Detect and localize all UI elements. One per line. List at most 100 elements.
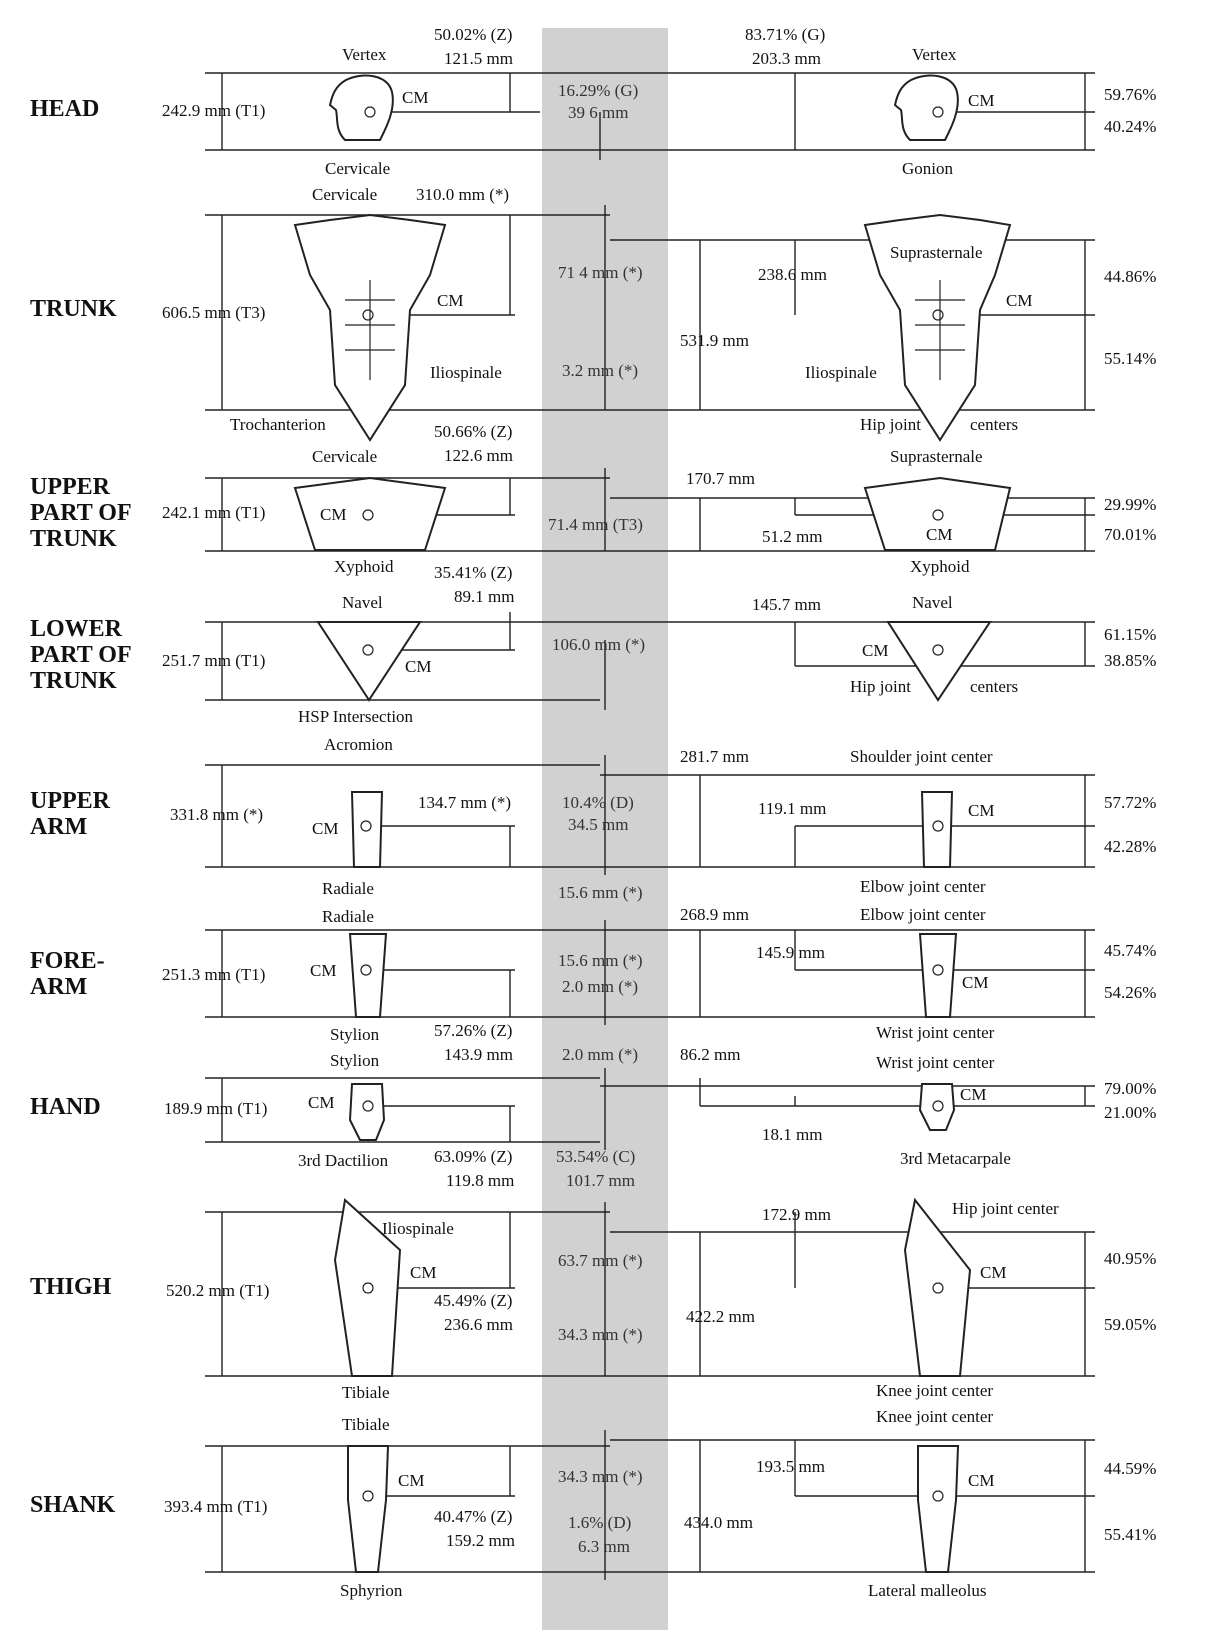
right-top-landmark: Knee joint center xyxy=(876,1407,993,1426)
right-top-landmark: Suprasternale xyxy=(890,243,983,262)
left-cm-len: 310.0 mm (*) xyxy=(416,185,509,204)
left-top-landmark: Cervicale xyxy=(312,447,377,466)
left-top-landmark: Cervicale xyxy=(312,185,377,204)
left-top-landmark: Acromion xyxy=(324,735,393,754)
left-cm-mm: 236.6 mm xyxy=(444,1315,513,1334)
left-cm-mm: 159.2 mm xyxy=(446,1531,515,1550)
left-bottom-landmark: HSP Intersection xyxy=(298,707,414,726)
right-bottom-landmark: Hip joint xyxy=(850,677,911,696)
segment-label: LOWER xyxy=(30,616,123,642)
right-top-landmark: Vertex xyxy=(912,45,957,64)
left-cm: CM xyxy=(320,505,346,524)
right-cm: CM xyxy=(968,1471,994,1490)
left-bottom-landmark: Cervicale xyxy=(325,159,390,178)
center-value: 53.54% (C) xyxy=(556,1147,635,1166)
segment-lower-trunk: LOWER PART OF TRUNK Navel HSP Intersecti… xyxy=(30,563,1156,726)
center-value: 2.0 mm (*) xyxy=(562,1045,638,1064)
right-cm: CM xyxy=(968,801,994,820)
left-length: 520.2 mm (T1) xyxy=(166,1281,269,1300)
right-pct-bottom: 59.05% xyxy=(1104,1315,1156,1334)
segment-trunk: TRUNK Cervicale Trochanterion Iliospinal… xyxy=(30,185,1156,442)
left-bottom-landmark: Radiale xyxy=(322,879,374,898)
center-value: 15.6 mm (*) xyxy=(558,951,643,970)
right-cm-len: 238.6 mm xyxy=(758,265,827,284)
right-cm-len: 18.1 mm xyxy=(762,1125,822,1144)
left-top-landmark: Navel xyxy=(342,593,383,612)
right-top-landmark: Shoulder joint center xyxy=(850,747,993,766)
right-pct-bottom: 54.26% xyxy=(1104,983,1156,1002)
right-bottom-landmark-2: centers xyxy=(970,677,1018,696)
right-top-landmark: Wrist joint center xyxy=(876,1053,995,1072)
right-pct-bottom: 55.41% xyxy=(1104,1525,1156,1544)
right-cm: CM xyxy=(960,1085,986,1104)
center-value: 34.3 mm (*) xyxy=(558,1467,643,1486)
right-length: 422.2 mm xyxy=(686,1307,755,1326)
right-bottom-landmark: Wrist joint center xyxy=(876,1023,995,1042)
segment-label: ARM xyxy=(30,974,87,1000)
right-cm-len: 145.7 mm xyxy=(752,595,821,614)
segment-head: HEAD Vertex Cervicale 242.9 mm (T1) CM 5… xyxy=(30,25,1156,178)
center-value: 2.0 mm (*) xyxy=(562,977,638,996)
right-length: 281.7 mm xyxy=(680,747,749,766)
right-cm-len: 145.9 mm xyxy=(756,943,825,962)
right-bottom-landmark: Knee joint center xyxy=(876,1381,993,1400)
right-pct-top: 79.00% xyxy=(1104,1079,1156,1098)
right-pct-bottom: 55.14% xyxy=(1104,349,1156,368)
left-cm-pct: 35.41% (Z) xyxy=(434,563,512,582)
center-value: 34.3 mm (*) xyxy=(558,1325,643,1344)
right-top-landmark: Hip joint center xyxy=(952,1199,1059,1218)
right-pct-bottom: 42.28% xyxy=(1104,837,1156,856)
left-cm: CM xyxy=(437,291,463,310)
left-mid-landmark: Iliospinale xyxy=(430,363,502,382)
segment-label: UPPER xyxy=(30,474,111,500)
left-length: 242.9 mm (T1) xyxy=(162,101,265,120)
segment-forearm: FORE- ARM Radiale Stylion 251.3 mm (T1) … xyxy=(30,905,1156,1064)
right-length: 86.2 mm xyxy=(680,1045,740,1064)
segment-label: TRUNK xyxy=(30,296,117,322)
right-pct-top: 44.59% xyxy=(1104,1459,1156,1478)
right-pct-top: 61.15% xyxy=(1104,625,1156,644)
left-cm-pct: 57.26% (Z) xyxy=(434,1021,512,1040)
center-value: 71.4 mm (T3) xyxy=(548,515,643,534)
left-cm: CM xyxy=(398,1471,424,1490)
center-value: 16.29% (G) xyxy=(558,81,638,100)
segment-label: THIGH xyxy=(30,1274,112,1300)
right-length: 170.7 mm xyxy=(686,469,755,488)
left-cm: CM xyxy=(410,1263,436,1282)
segment-label: HEAD xyxy=(30,96,99,122)
right-top-landmark: Elbow joint center xyxy=(860,905,986,924)
segment-hand: HAND Stylion 3rd Dactilion 189.9 mm (T1)… xyxy=(30,1045,1156,1190)
right-length: 434.0 mm xyxy=(684,1513,753,1532)
left-top-landmark: Tibiale xyxy=(342,1415,390,1434)
segment-upper-arm: UPPER ARM Acromion Radiale 331.8 mm (*) … xyxy=(30,735,1156,902)
right-bottom-landmark: Hip joint xyxy=(860,415,921,434)
left-cm-pct: 40.47% (Z) xyxy=(434,1507,512,1526)
right-mid-landmark: Iliospinale xyxy=(805,363,877,382)
left-length: 331.8 mm (*) xyxy=(170,805,263,824)
center-value: 71 4 mm (*) xyxy=(558,263,643,282)
left-top-landmark: Stylion xyxy=(330,1051,380,1070)
left-bottom-landmark: Trochanterion xyxy=(230,415,326,434)
right-cm-len: 51.2 mm xyxy=(762,527,822,546)
segment-label: PART OF xyxy=(30,642,132,668)
left-cm: CM xyxy=(310,961,336,980)
segment-label: UPPER xyxy=(30,788,111,814)
right-length: 268.9 mm xyxy=(680,905,749,924)
segment-upper-trunk: UPPER PART OF TRUNK Cervicale Xyphoid 24… xyxy=(30,422,1156,576)
center-value: 101.7 mm xyxy=(566,1171,635,1190)
left-length: 251.7 mm (T1) xyxy=(162,651,265,670)
left-cm-pct: 50.02% (Z) xyxy=(434,25,512,44)
left-length: 242.1 mm (T1) xyxy=(162,503,265,522)
segment-label: PART OF xyxy=(30,500,132,526)
right-pct-bottom: 38.85% xyxy=(1104,651,1156,670)
left-cm-mm: 122.6 mm xyxy=(444,446,513,465)
left-length: 606.5 mm (T3) xyxy=(162,303,265,322)
left-cm: CM xyxy=(402,88,428,107)
left-bottom-landmark: Tibiale xyxy=(342,1383,390,1402)
left-cm-mm: 121.5 mm xyxy=(444,49,513,68)
segment-label: SHANK xyxy=(30,1492,116,1518)
left-cm: CM xyxy=(312,819,338,838)
right-cm-len: 119.1 mm xyxy=(758,799,826,818)
